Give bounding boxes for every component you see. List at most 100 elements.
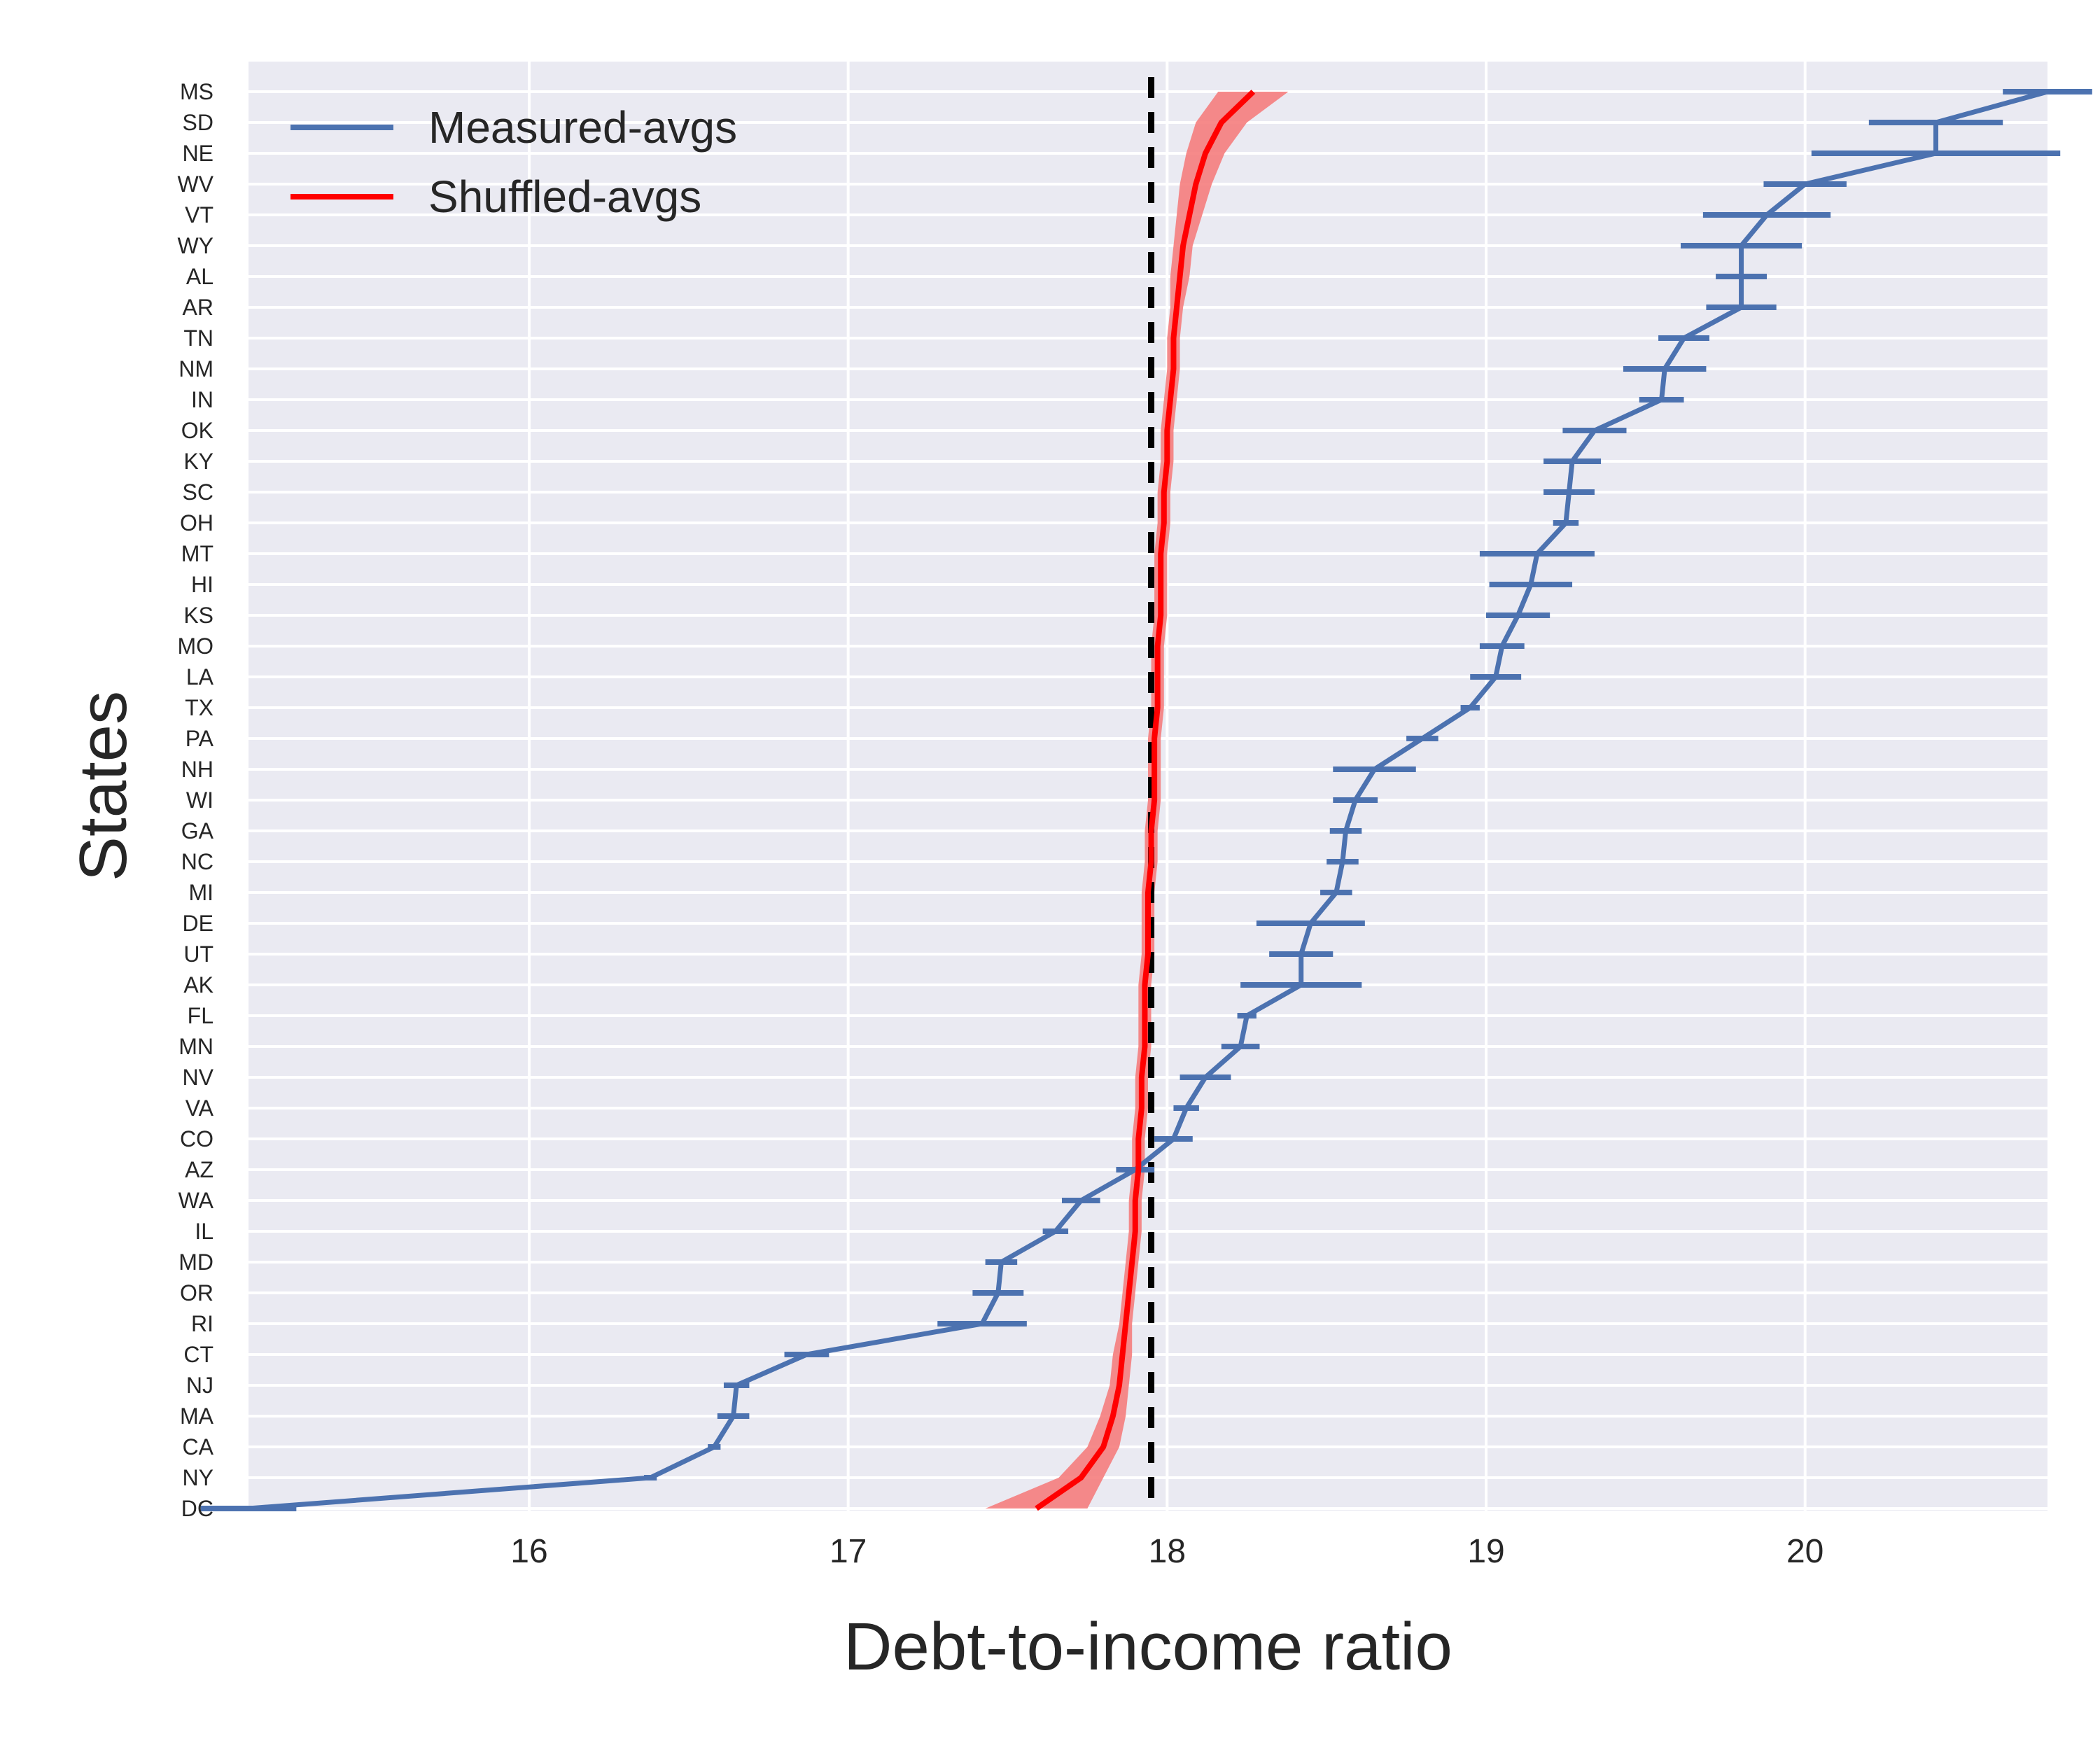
measured-point: [1567, 490, 1572, 494]
y-tick-label: SC: [183, 479, 214, 505]
measured-point: [1681, 336, 1686, 340]
y-tick-label: WY: [177, 233, 214, 258]
y-tick-label: NJ: [186, 1373, 214, 1398]
measured-point: [1468, 706, 1473, 710]
y-tick-label: OK: [181, 418, 214, 443]
measured-point: [804, 1352, 809, 1357]
measured-point: [1353, 798, 1358, 802]
measured-point: [1933, 151, 1938, 155]
y-tick-label: AR: [183, 295, 214, 320]
measured-point: [1739, 244, 1744, 248]
y-tick-labels: MS SD NE WV VT WY AL AR TN NM IN OK KY SC OH MT HI KS MO LA…: [177, 79, 214, 1521]
measured-point: [1516, 613, 1520, 617]
y-tick-label: MA: [180, 1404, 214, 1429]
measured-point: [1203, 1075, 1208, 1079]
measured-point: [1245, 1014, 1250, 1018]
y-tick-label: IL: [195, 1219, 214, 1244]
measured-point: [995, 1291, 1000, 1295]
y-tick-label: TX: [185, 695, 214, 720]
x-tick-label: 17: [830, 1533, 867, 1570]
measured-point: [734, 1383, 739, 1387]
measured-point: [712, 1445, 717, 1449]
measured-point: [2045, 90, 2050, 94]
measured-point: [1238, 1044, 1243, 1049]
y-tick-label: DC: [181, 1496, 214, 1521]
measured-point: [1053, 1229, 1058, 1233]
measured-point: [1298, 983, 1303, 987]
y-tick-label: WI: [186, 788, 214, 813]
y-tick-label: MO: [177, 634, 214, 659]
y-tick-label: GA: [181, 818, 214, 844]
measured-point: [731, 1414, 736, 1418]
measured-point: [246, 1506, 251, 1511]
y-tick-label: NH: [181, 757, 214, 782]
measured-point: [1534, 552, 1539, 556]
y-axis-title: States: [66, 691, 141, 881]
measured-point: [1570, 459, 1575, 463]
legend-label-shuffled: Shuffled-avgs: [428, 172, 701, 222]
measured-point: [980, 1322, 985, 1326]
measured-point: [1171, 1137, 1176, 1141]
measured-point: [1739, 305, 1744, 309]
y-tick-label: RI: [191, 1311, 214, 1336]
x-axis-title: Debt-to-income ratio: [844, 1609, 1452, 1684]
y-tick-label: UT: [183, 941, 214, 967]
y-tick-label: FL: [188, 1003, 214, 1028]
measured-series: [200, 89, 2092, 1511]
y-tick-label: TN: [183, 326, 214, 351]
measured-point: [1079, 1198, 1084, 1203]
y-tick-label: CT: [183, 1342, 214, 1367]
x-tick-label: 20: [1786, 1533, 1823, 1570]
measured-point: [1334, 890, 1338, 895]
y-tick-label: MS: [180, 79, 214, 104]
y-tick-label: PA: [186, 726, 214, 751]
x-grid: [527, 62, 1807, 1511]
y-tick-label: KS: [183, 603, 214, 628]
y-tick-label: MD: [178, 1250, 214, 1275]
y-tick-label: NV: [183, 1065, 214, 1090]
y-tick-label: AK: [183, 972, 214, 997]
y-tick-label: NC: [181, 849, 214, 874]
y-tick-label: NE: [183, 141, 214, 166]
y-tick-label: WV: [177, 172, 214, 197]
y-tick-label: LA: [186, 664, 214, 690]
measured-point: [1592, 428, 1597, 433]
y-tick-label: KY: [183, 449, 214, 474]
y-tick-label: CO: [180, 1126, 214, 1152]
y-tick-label: VT: [185, 202, 214, 227]
y-tick-label: CA: [183, 1434, 214, 1460]
measured-point: [1659, 398, 1664, 402]
measured-point: [1739, 274, 1744, 279]
shuffled-series: [1035, 90, 1256, 1511]
y-tick-label: NY: [183, 1465, 214, 1490]
measured-point: [1563, 521, 1568, 525]
measured-point: [1184, 1106, 1189, 1110]
y-tick-label: SD: [183, 110, 214, 135]
x-tick-label: 19: [1467, 1533, 1504, 1570]
measured-point: [999, 1260, 1004, 1264]
y-tick-label: MT: [181, 541, 214, 566]
y-tick-label: NM: [178, 356, 214, 382]
measured-point: [1662, 367, 1667, 371]
x-tick-label: 18: [1149, 1533, 1186, 1570]
measured-point: [1343, 829, 1348, 833]
legend-label-measured: Measured-avgs: [428, 102, 737, 153]
y-tick-label: MI: [188, 880, 214, 905]
y-tick-label: AL: [186, 264, 214, 289]
y-tick-label: MN: [178, 1034, 214, 1059]
y-tick-label: VA: [186, 1096, 214, 1121]
legend: Measured-avgs Shuffled-avgs: [290, 102, 737, 222]
y-tick-label: WA: [178, 1188, 214, 1213]
measured-point: [1340, 860, 1345, 864]
measured-point: [1802, 182, 1807, 186]
measured-point: [1298, 952, 1303, 956]
measured-point: [1765, 213, 1770, 217]
shuffled-avgs-line: [1035, 90, 1256, 1511]
y-tick-label: DE: [183, 911, 214, 936]
x-tick-label: 16: [510, 1533, 547, 1570]
measured-point: [1493, 675, 1498, 679]
measured-point: [1499, 644, 1504, 648]
y-tick-label: AZ: [185, 1157, 214, 1182]
measured-point: [1528, 582, 1533, 587]
